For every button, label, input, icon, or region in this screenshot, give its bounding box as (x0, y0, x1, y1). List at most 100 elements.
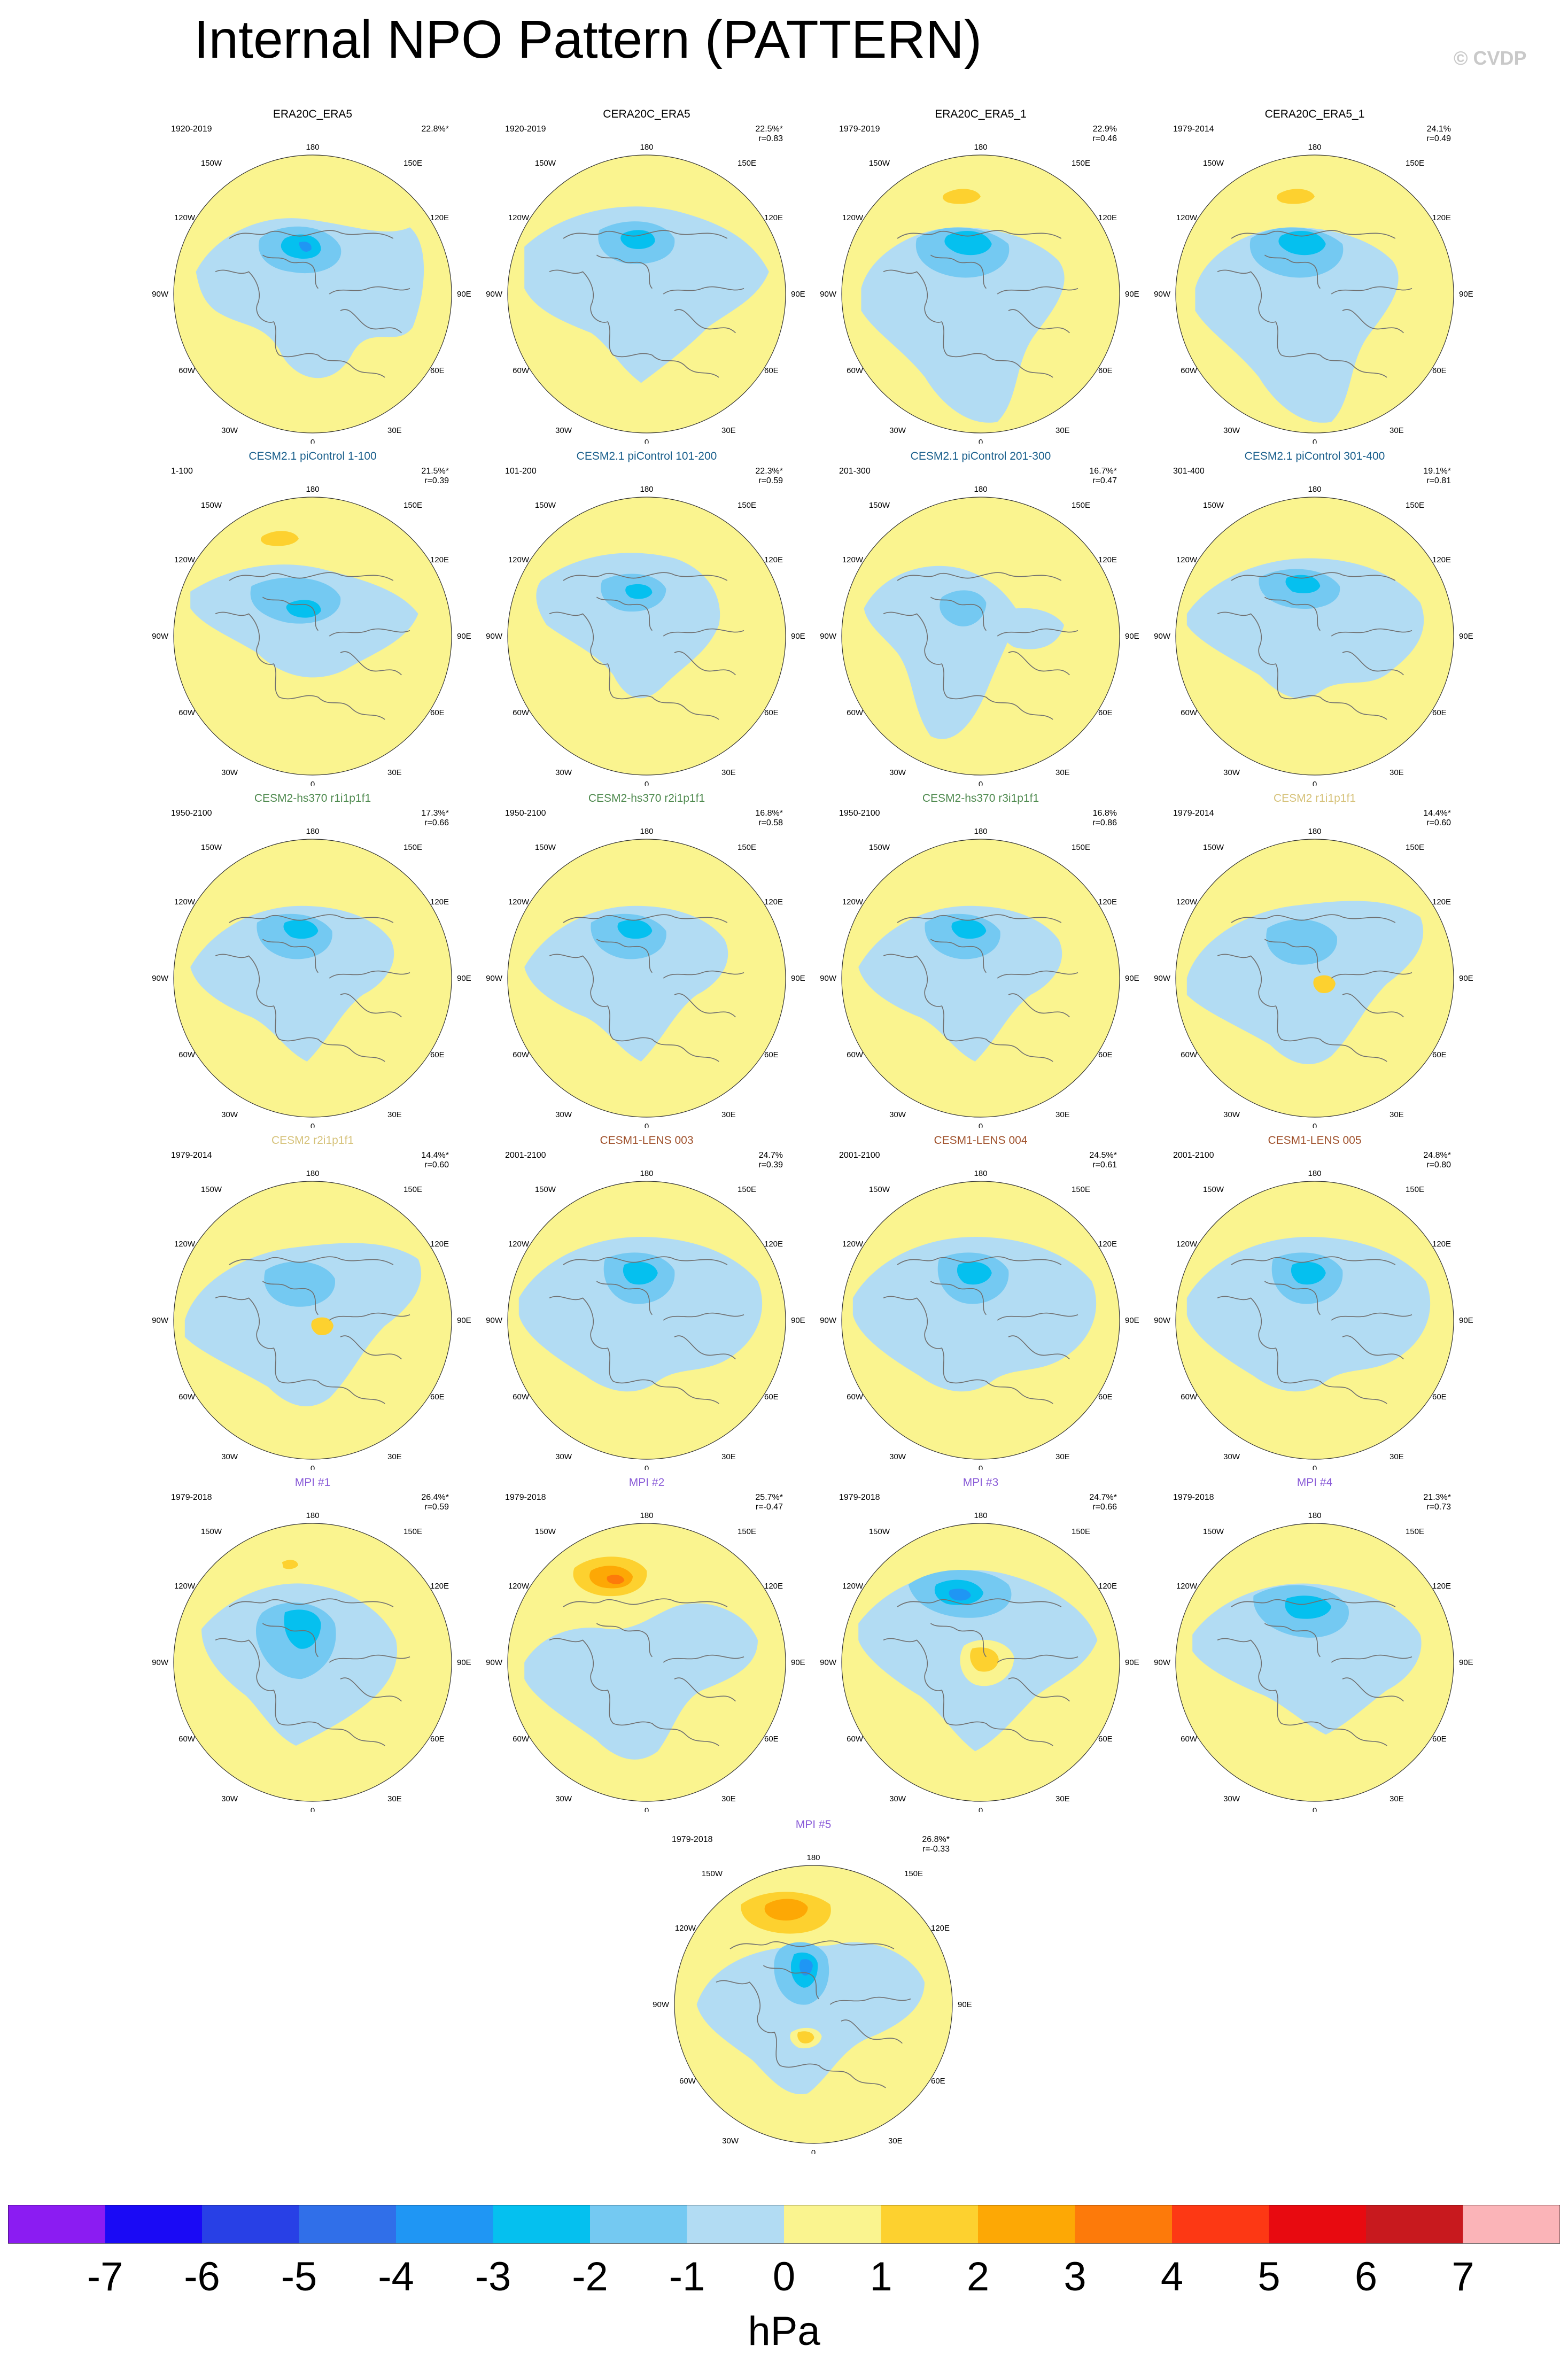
coastline (329, 970, 410, 979)
map-label-lon-90e: 90E (457, 290, 471, 299)
map-label-lon-120e: 120E (1098, 555, 1117, 564)
map-label-lon-150e: 150E (403, 1185, 422, 1194)
map-label-top: 180 (1308, 1169, 1321, 1178)
panel-variance-pct: 22.9% (1093, 125, 1117, 134)
coastline (780, 2063, 886, 2088)
coastline (340, 309, 402, 334)
map-label-lon-90w: 90W (820, 974, 837, 983)
colorbar-tick-label: 2 (967, 2254, 989, 2299)
colorbar-tick-label: -1 (669, 2254, 705, 2299)
coastline (829, 1996, 911, 2005)
coastline (596, 1281, 653, 1315)
map-label-lon-30w: 30W (555, 1110, 572, 1119)
coastline (763, 1965, 820, 2000)
panel-variance-pct: 24.5%* (1089, 1151, 1117, 1160)
map-label-bottom: 0 (1313, 1122, 1317, 1128)
coastline (1281, 695, 1387, 720)
map-label-lon-60e: 60E (430, 1392, 445, 1401)
map-label-lon-150e: 150E (738, 1527, 756, 1536)
map-label-top: 180 (640, 1169, 653, 1178)
map-panel: CESM2 r2i1p1f1 180 0 150W 150E 120W 120E 90W 90E… (120, 1133, 505, 1470)
map-label-top: 180 (640, 827, 653, 836)
anomaly-contour (1276, 189, 1315, 204)
map-label-bottom: 0 (311, 1806, 315, 1812)
map-label-lon-150e: 150E (1406, 501, 1424, 510)
map-label-bottom: 0 (1313, 780, 1317, 786)
map-label-lon-30w: 30W (1223, 1110, 1240, 1119)
anomaly-contour (190, 905, 394, 1062)
map-boundary (841, 839, 1120, 1118)
polar-map: 180 0 150W 150E 120W 120E 90W 90E 60W 60E 30W 30E 19… (1154, 125, 1473, 444)
map-boundary (507, 1523, 786, 1802)
map-label-top: 180 (306, 143, 319, 152)
map-label-lon-90w: 90W (820, 1316, 837, 1325)
map-label-lon-120e: 120E (764, 213, 783, 222)
panel-title: ERA20C_ERA5_1 (935, 108, 1027, 120)
coastline (1217, 954, 1282, 1040)
panel-period: 1950-2100 (839, 809, 880, 818)
map-label-top: 180 (1308, 1511, 1321, 1520)
map-label-lon-120e: 120E (1432, 555, 1451, 564)
map-label-lon-150e: 150E (1406, 1185, 1424, 1194)
panel-variance-pct: 24.7%* (1089, 1493, 1117, 1502)
coastline (279, 1721, 385, 1746)
map-label-lon-150w: 150W (535, 1185, 556, 1194)
map-label-lon-90e: 90E (1125, 1316, 1139, 1325)
coastline (729, 1940, 895, 1949)
map-label-bottom: 0 (645, 1806, 649, 1812)
panel-period: 1979-2018 (171, 1493, 212, 1502)
coastline (1231, 914, 1396, 923)
coastline (549, 1638, 614, 1724)
panel-variance-pct: 22.5%* (755, 125, 783, 134)
panel-variance-pct: 25.7%* (755, 1493, 783, 1502)
panel-correlation: r=0.59 (758, 476, 783, 485)
colorbar-tick-label: -5 (281, 2254, 317, 2299)
coastline (262, 597, 319, 631)
coastline (340, 651, 402, 676)
panel-period: 301-400 (1173, 467, 1205, 476)
coastline (947, 1379, 1053, 1404)
map-label-lon-120e: 120E (1432, 213, 1451, 222)
map-panel: CESM2.1 piControl 1-100 180 0 150W 150E 120W 1… (120, 449, 505, 786)
coastline (663, 628, 744, 637)
map-label-lon-30e: 30E (387, 1110, 402, 1119)
coastline (997, 1312, 1078, 1321)
anomaly-contour (620, 230, 655, 249)
panel-correlation: r=0.86 (1092, 818, 1117, 827)
anomaly-contour (299, 242, 312, 252)
map-label-lon-60e: 60E (764, 366, 779, 375)
panel-variance-pct: 24.8%* (1423, 1151, 1451, 1160)
map-label-top: 180 (640, 485, 653, 494)
coastline (1342, 993, 1404, 1018)
coastline (1281, 1037, 1387, 1062)
map-panel: CESM1-LENS 003 180 0 150W 150E 120W 120E 90W 90E… (454, 1133, 839, 1470)
map-panel: ERA20C_ERA5 180 0 150W 150E 120W 120E 90W 90E 60W… (120, 107, 505, 444)
map-label-top: 180 (306, 1511, 319, 1520)
map-boundary (1175, 497, 1454, 776)
coastline (674, 993, 736, 1018)
coastline (997, 1654, 1078, 1663)
coastline (215, 1638, 280, 1724)
panel-correlation: r=0.81 (1426, 476, 1451, 485)
panel-title: CESM2-hs370 r2i1p1f1 (588, 792, 705, 804)
map-label-lon-120w: 120W (508, 1582, 530, 1591)
panel-period: 1920-2019 (171, 125, 212, 134)
map-label-lon-90w: 90W (1154, 974, 1171, 983)
colorbar: -7 -6 -5 -4 -3 -2 -1 0 1 2 3 4 5 6 7 (8, 2205, 1560, 2299)
map-label-lon-60w: 60W (679, 2077, 696, 2086)
panel-title: CESM2 r2i1p1f1 (271, 1134, 354, 1147)
panel-period: 1979-2018 (672, 1835, 713, 1844)
coastline (663, 286, 744, 295)
map-label-lon-30e: 30E (721, 1110, 736, 1119)
map-panel: MPI #4 180 0 150W 150E 120W 120E 90W 90E 60W 60E 30… (1122, 1475, 1507, 1812)
panel-variance-pct: 14.4%* (421, 1151, 449, 1160)
map-label-lon-30e: 30E (1390, 426, 1404, 435)
map-label-lon-150e: 150E (1406, 159, 1424, 168)
map-label-lon-150e: 150E (904, 1869, 923, 1878)
map-label-lon-90w: 90W (820, 1658, 837, 1667)
polar-map: 180 0 150W 150E 120W 120E 90W 90E 60W 60E 30W 30E 19… (820, 125, 1139, 444)
map-label-lon-30e: 30E (1055, 768, 1070, 777)
coastline (596, 597, 653, 631)
map-label-lon-60e: 60E (1098, 1392, 1113, 1401)
map-boundary (507, 497, 786, 776)
